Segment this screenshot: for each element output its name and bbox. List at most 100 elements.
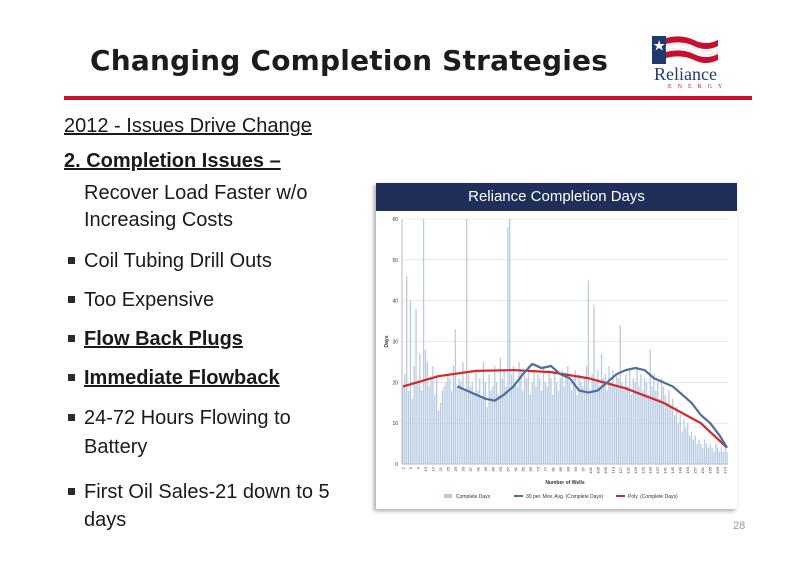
x-tick-label: 161 — [700, 466, 705, 473]
bullet-5-line-2: Battery — [84, 436, 148, 458]
bar — [452, 366, 455, 464]
bullet-marker — [68, 296, 75, 303]
bar — [437, 410, 440, 464]
bar — [653, 374, 655, 464]
bar — [711, 447, 713, 464]
bar — [647, 394, 650, 464]
bar — [413, 366, 415, 464]
legend-swatch — [444, 494, 452, 498]
bar — [419, 353, 421, 464]
bar — [703, 439, 706, 464]
bullet-marker — [68, 374, 75, 381]
legend-label: Complete Days — [456, 494, 491, 500]
subhead: 2012 - Issues Drive Change — [64, 115, 312, 137]
bar — [569, 382, 571, 464]
x-tick-label: 117 — [618, 466, 623, 473]
bar — [497, 394, 500, 464]
slide-title: Changing Completion Strategies — [90, 44, 609, 77]
bar — [599, 386, 601, 464]
bar — [557, 390, 560, 464]
x-tick-label: 153 — [685, 466, 690, 473]
x-tick-label: 77 — [543, 466, 548, 471]
x-tick-label: 9 — [415, 466, 420, 469]
bar — [449, 378, 451, 464]
bar — [464, 390, 466, 464]
bar — [441, 390, 443, 464]
bar — [531, 382, 533, 464]
bar — [576, 394, 578, 464]
legend-label: 30 per. Mov. Avg. (Complete Days) — [526, 494, 603, 500]
bar — [525, 378, 528, 464]
bar — [604, 374, 606, 464]
x-tick-label: 137 — [655, 466, 660, 473]
bar — [503, 370, 505, 464]
x-tick-label: 29 — [453, 466, 458, 471]
completion-days-chart: 0 10 20 30 40 50 60 1 5 9 13 17 21 25 29 33 37 41 45 49 53 57… — [384, 217, 729, 500]
bar — [673, 415, 676, 464]
bar — [402, 386, 404, 464]
chart-panel: Reliance Completion Days 0 10 20 30 40 50 60 1 5… — [376, 183, 737, 509]
bar — [580, 382, 582, 464]
bar — [434, 394, 436, 464]
bar — [726, 451, 728, 464]
x-tick-label: 25 — [445, 466, 450, 471]
bar — [683, 419, 685, 464]
bar — [672, 398, 674, 464]
bar — [488, 374, 490, 464]
y-tick-label: 40 — [392, 299, 398, 305]
bar — [555, 382, 558, 464]
bar — [666, 402, 668, 464]
bar — [574, 370, 576, 464]
bar — [520, 370, 522, 464]
bar — [702, 447, 704, 464]
bar — [677, 423, 680, 464]
bar — [634, 382, 636, 464]
bar — [619, 325, 621, 464]
moving-average-line — [456, 362, 729, 449]
bar — [613, 386, 616, 464]
x-tick-label: 65 — [520, 466, 525, 471]
bar — [584, 378, 586, 464]
bullet-5-line-1: 24-72 Hours Flowing to — [84, 407, 291, 429]
bar — [687, 423, 689, 464]
bar — [640, 374, 642, 464]
item-line-1: Recover Load Faster w/o — [84, 182, 308, 204]
x-tick-label: 109 — [603, 466, 608, 473]
bar — [421, 390, 423, 464]
bar — [679, 415, 681, 464]
bar — [458, 378, 460, 464]
bar — [657, 382, 659, 464]
bar — [649, 349, 651, 464]
bar — [469, 386, 472, 464]
bar — [627, 386, 629, 464]
bar — [524, 374, 526, 464]
y-tick-label: 30 — [392, 340, 398, 346]
bar — [544, 382, 546, 464]
bar — [713, 451, 715, 464]
bar — [707, 447, 709, 464]
bar — [632, 378, 635, 464]
bar — [512, 366, 515, 464]
bar — [593, 304, 595, 464]
bar — [662, 386, 665, 464]
x-tick-label: 1 — [400, 466, 405, 469]
bar — [585, 366, 588, 464]
bar — [473, 394, 475, 464]
bar — [465, 219, 468, 464]
bar — [720, 447, 723, 464]
bar — [595, 382, 597, 464]
bar — [406, 276, 408, 464]
bar — [690, 431, 693, 464]
bar — [486, 406, 488, 464]
bar — [542, 366, 545, 464]
bar — [535, 386, 537, 464]
bar — [456, 386, 458, 464]
x-tick-label: 69 — [528, 466, 533, 471]
bar — [638, 386, 640, 464]
bar — [475, 370, 477, 464]
bar — [724, 447, 726, 464]
x-tick-label: 45 — [483, 466, 488, 471]
x-tick-label: 121 — [625, 466, 630, 473]
bar — [722, 451, 724, 464]
bullet-marker — [68, 488, 75, 495]
